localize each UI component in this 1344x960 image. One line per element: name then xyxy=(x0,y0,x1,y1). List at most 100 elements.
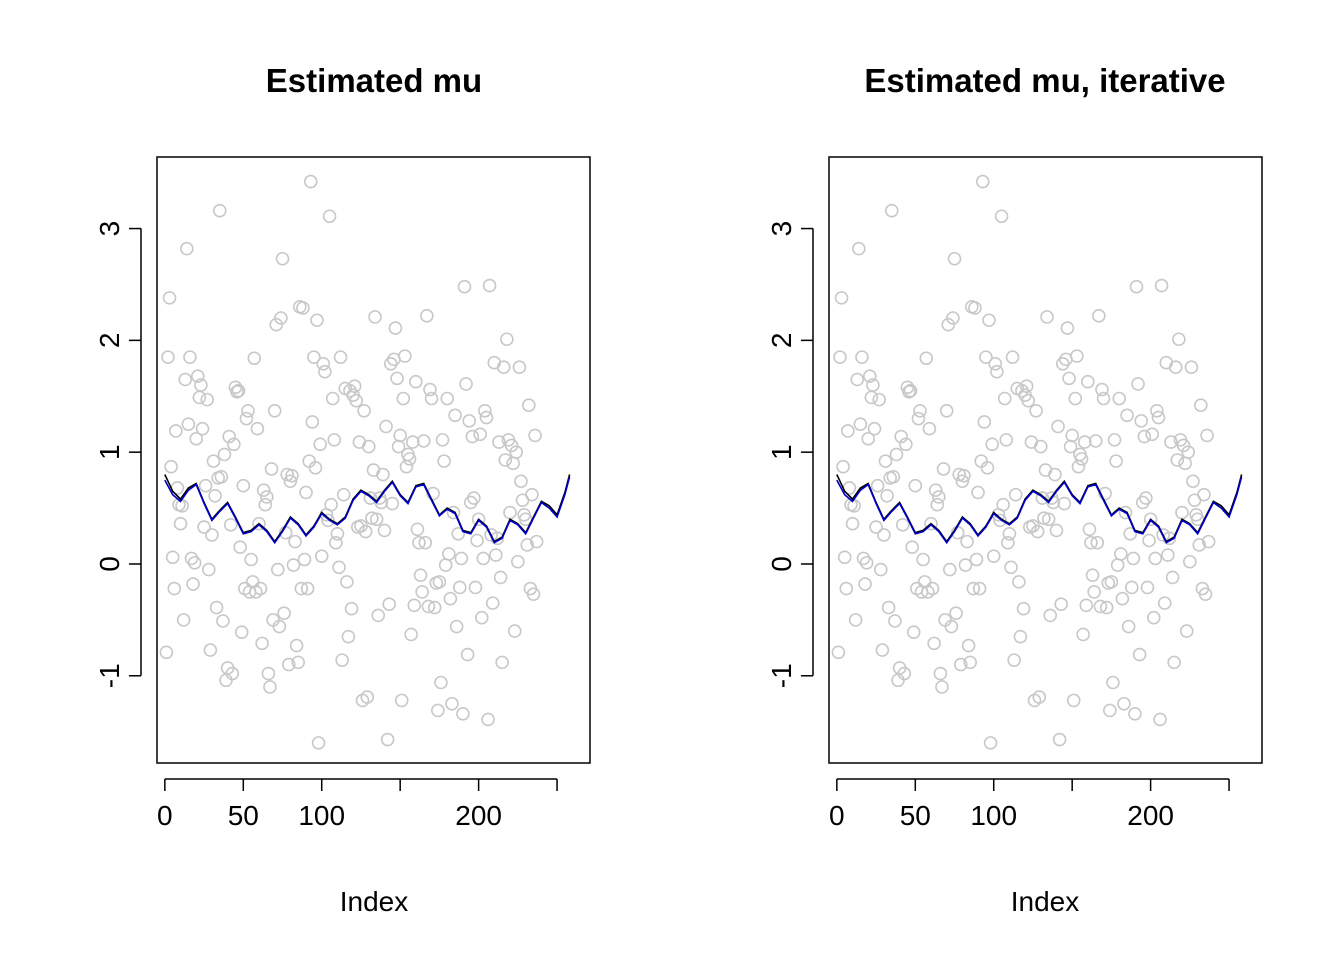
data-point xyxy=(1001,535,1015,550)
data-point xyxy=(445,696,459,711)
data-point xyxy=(288,534,302,549)
data-point xyxy=(1029,404,1043,418)
data-point xyxy=(889,447,904,462)
data-point xyxy=(1148,551,1163,566)
data-point xyxy=(1178,456,1192,471)
data-point xyxy=(897,666,912,681)
data-point xyxy=(426,486,440,501)
data-point xyxy=(1184,360,1199,374)
data-point xyxy=(1168,360,1183,374)
data-point xyxy=(272,619,287,634)
data-point xyxy=(903,383,918,398)
data-point xyxy=(245,575,260,589)
data-point xyxy=(216,614,230,628)
data-point xyxy=(985,437,999,452)
data-point xyxy=(1041,512,1056,527)
data-point xyxy=(1054,597,1068,612)
data-point xyxy=(529,534,544,549)
data-point xyxy=(1121,619,1136,634)
data-point xyxy=(349,393,364,408)
data-point xyxy=(465,429,480,444)
data-point xyxy=(418,535,433,550)
data-point xyxy=(933,666,948,681)
y-tick-label: 2 xyxy=(766,333,797,349)
data-point xyxy=(498,453,513,467)
data-point xyxy=(1060,321,1075,335)
data-point xyxy=(880,488,894,503)
data-point xyxy=(261,666,276,681)
data-point xyxy=(504,438,519,453)
data-point xyxy=(460,647,475,662)
data-point xyxy=(209,600,224,615)
data-point xyxy=(452,580,467,595)
data-point xyxy=(932,490,946,504)
data-point xyxy=(410,522,425,537)
data-point xyxy=(1081,374,1095,389)
data-point xyxy=(884,203,899,218)
data-point xyxy=(314,549,329,563)
data-point xyxy=(167,581,182,596)
data-point xyxy=(916,552,930,567)
axis-ticks: 0 50 100 200 -1 0 1 2 3 xyxy=(766,221,1230,831)
data-point xyxy=(1021,393,1036,408)
data-point xyxy=(454,551,469,566)
data-point xyxy=(310,313,324,328)
plot-frame xyxy=(156,156,591,764)
data-point xyxy=(1112,391,1127,406)
data-point xyxy=(906,625,921,639)
data-point xyxy=(442,547,456,561)
data-point xyxy=(438,558,453,572)
data-point xyxy=(256,483,271,497)
data-point xyxy=(1082,522,1097,537)
data-point xyxy=(1033,439,1048,454)
data-point xyxy=(886,469,901,484)
data-point xyxy=(467,491,481,505)
data-point xyxy=(841,424,855,438)
data-point xyxy=(1030,524,1045,539)
data-point xyxy=(159,645,174,660)
data-point xyxy=(971,485,985,500)
data-point xyxy=(357,404,371,418)
data-point xyxy=(1079,598,1094,613)
data-point xyxy=(1110,558,1125,572)
data-point xyxy=(1040,310,1054,324)
x-tick-label: 0 xyxy=(829,800,845,831)
data-point xyxy=(1099,600,1114,615)
data-point xyxy=(833,350,847,364)
estimated-mu-line xyxy=(164,476,571,545)
data-point xyxy=(947,251,962,266)
data-point xyxy=(514,474,528,489)
data-point xyxy=(457,279,472,294)
data-point xyxy=(1117,696,1131,711)
data-point xyxy=(313,437,327,452)
data-point xyxy=(1167,655,1181,670)
data-point xyxy=(289,638,304,653)
data-point xyxy=(335,653,349,667)
data-point xyxy=(271,562,285,577)
data-point xyxy=(1132,647,1147,662)
data-point xyxy=(1183,554,1197,569)
data-point xyxy=(318,364,332,379)
axis-ticks: 0 50 100 200 -1 0 1 2 3 xyxy=(94,221,558,831)
data-point xyxy=(969,552,984,567)
data-point xyxy=(1124,580,1139,595)
data-point xyxy=(195,421,210,436)
data-point xyxy=(300,581,315,596)
data-point xyxy=(341,629,356,644)
data-point xyxy=(471,512,486,527)
data-point xyxy=(161,350,175,364)
data-point xyxy=(434,675,448,690)
x-tick-label: 200 xyxy=(455,800,502,831)
data-point xyxy=(1161,548,1175,562)
data-point xyxy=(1019,379,1034,394)
data-point xyxy=(1043,608,1058,623)
data-point xyxy=(236,478,251,493)
y-tick-label: 3 xyxy=(766,221,797,237)
data-point xyxy=(190,369,205,383)
data-point xyxy=(311,736,326,750)
data-point xyxy=(960,534,974,549)
data-point xyxy=(1181,445,1196,459)
data-point xyxy=(941,317,956,332)
data-point xyxy=(961,638,976,653)
data-point xyxy=(449,619,464,634)
